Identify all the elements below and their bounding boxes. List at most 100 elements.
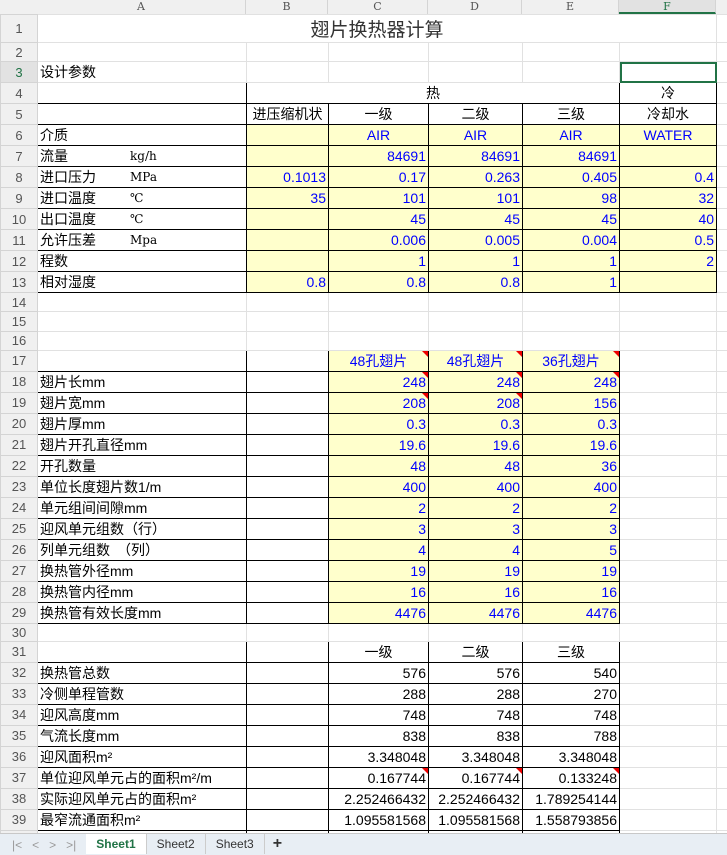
cell-c17[interactable]: 48孔翅片 [329,350,429,371]
cell-b9[interactable]: 35 [247,188,329,209]
cell-f4[interactable]: 冷 [620,83,717,104]
cell-empty[interactable] [717,560,727,581]
cell-e27[interactable]: 19 [523,560,620,581]
cell-c10[interactable]: 45 [329,209,429,230]
cell-a5[interactable] [38,104,247,125]
cell-c18[interactable]: 248 [329,371,429,392]
cell-empty[interactable] [717,83,727,104]
cell-c31[interactable]: 一级 [329,641,429,662]
row-header[interactable]: 34 [1,704,38,725]
cell-d27[interactable]: 19 [429,560,523,581]
cell-e12[interactable]: 1 [523,251,620,272]
cell-b38[interactable] [247,788,329,809]
cell-d24[interactable]: 2 [429,497,523,518]
cell-e18[interactable]: 248 [523,371,620,392]
cell-e7[interactable]: 84691 [523,146,620,167]
cell-d19[interactable]: 208 [429,392,523,413]
cell-f24[interactable] [620,497,717,518]
row-header[interactable]: 35 [1,725,38,746]
cell-b28[interactable] [247,581,329,602]
cell-a6[interactable]: 介质 [38,125,247,146]
cell-f7[interactable] [620,146,717,167]
cell-empty[interactable] [717,767,727,788]
row-header[interactable]: 29 [1,602,38,623]
cell-e33[interactable]: 270 [523,683,620,704]
row-header[interactable]: 22 [1,455,38,476]
cell-b10[interactable] [247,209,329,230]
row-header[interactable]: 17 [1,350,38,371]
cell-empty[interactable] [717,581,727,602]
row-header[interactable]: 14 [1,293,38,312]
cell-c39[interactable]: 1.095581568 [329,809,429,830]
row-header[interactable]: 11 [1,230,38,251]
cell-a32[interactable]: 换热管总数 [38,662,247,683]
cell-a25[interactable]: 迎风单元组数（行） [38,518,247,539]
cell-b25[interactable] [247,518,329,539]
comment-indicator-icon[interactable] [422,372,428,378]
cell-f26[interactable] [620,539,717,560]
cell-a2[interactable] [38,43,247,62]
cell-b5[interactable]: 进压缩机状 [247,104,329,125]
cell-c25[interactable]: 3 [329,518,429,539]
tab-sheet2[interactable]: Sheet2 [147,834,206,854]
cell-a17[interactable] [38,350,247,371]
row-header[interactable]: 4 [1,83,38,104]
last-sheet-button[interactable]: >| [66,838,76,852]
cell-f32[interactable] [620,662,717,683]
cell-a24[interactable]: 单元组间间隙mm [38,497,247,518]
cell-d13[interactable]: 0.8 [429,272,523,293]
cell-e10[interactable]: 45 [523,209,620,230]
cell-b17[interactable] [247,350,329,371]
cell-b8[interactable]: 0.1013 [247,167,329,188]
cell-c32[interactable]: 576 [329,662,429,683]
cell-f10[interactable]: 40 [620,209,717,230]
cell-f25[interactable] [620,518,717,539]
cell-e28[interactable]: 16 [523,581,620,602]
cell-d17[interactable]: 48孔翅片 [429,350,523,371]
cell-c21[interactable]: 19.6 [329,434,429,455]
cell-empty[interactable] [717,455,727,476]
cell-d3[interactable] [429,62,523,83]
cell-f31[interactable] [620,641,717,662]
cell-empty[interactable] [717,230,727,251]
cell-a29[interactable]: 换热管有效长度mm [38,602,247,623]
cell-empty[interactable] [717,662,727,683]
cell-empty[interactable] [717,104,727,125]
cell-d8[interactable]: 0.263 [429,167,523,188]
cell-c16[interactable] [329,331,429,350]
cell-f9[interactable]: 32 [620,188,717,209]
cell-b27[interactable] [247,560,329,581]
comment-indicator-icon[interactable] [613,372,619,378]
cell-a39[interactable]: 最窄流通面积m² [38,809,247,830]
column-header-e[interactable]: E [522,0,619,14]
cell-e24[interactable]: 2 [523,497,620,518]
cell-c29[interactable]: 4476 [329,602,429,623]
cell-e29[interactable]: 4476 [523,602,620,623]
cell-e9[interactable]: 98 [523,188,620,209]
row-header[interactable]: 32 [1,662,38,683]
cell-empty[interactable] [717,43,727,62]
cell-f22[interactable] [620,455,717,476]
cell-b37[interactable] [247,767,329,788]
next-sheet-button[interactable]: > [49,838,56,852]
cell-b34[interactable] [247,704,329,725]
cell-a33[interactable]: 冷侧单程管数 [38,683,247,704]
cell-c11[interactable]: 0.006 [329,230,429,251]
cell-f34[interactable] [620,704,717,725]
cell-c33[interactable]: 288 [329,683,429,704]
cell-d33[interactable]: 288 [429,683,523,704]
cell-a9[interactable]: 进口温度℃ [38,188,247,209]
cell-d38[interactable]: 2.252466432 [429,788,523,809]
cell-e21[interactable]: 19.6 [523,434,620,455]
cell-d20[interactable]: 0.3 [429,413,523,434]
cell-f21[interactable] [620,434,717,455]
cell-empty[interactable] [717,209,727,230]
cell-f18[interactable] [620,371,717,392]
cell-b18[interactable] [247,371,329,392]
cell-empty[interactable] [717,251,727,272]
row-header[interactable]: 21 [1,434,38,455]
cell-c36[interactable]: 3.348048 [329,746,429,767]
cell-d10[interactable]: 45 [429,209,523,230]
